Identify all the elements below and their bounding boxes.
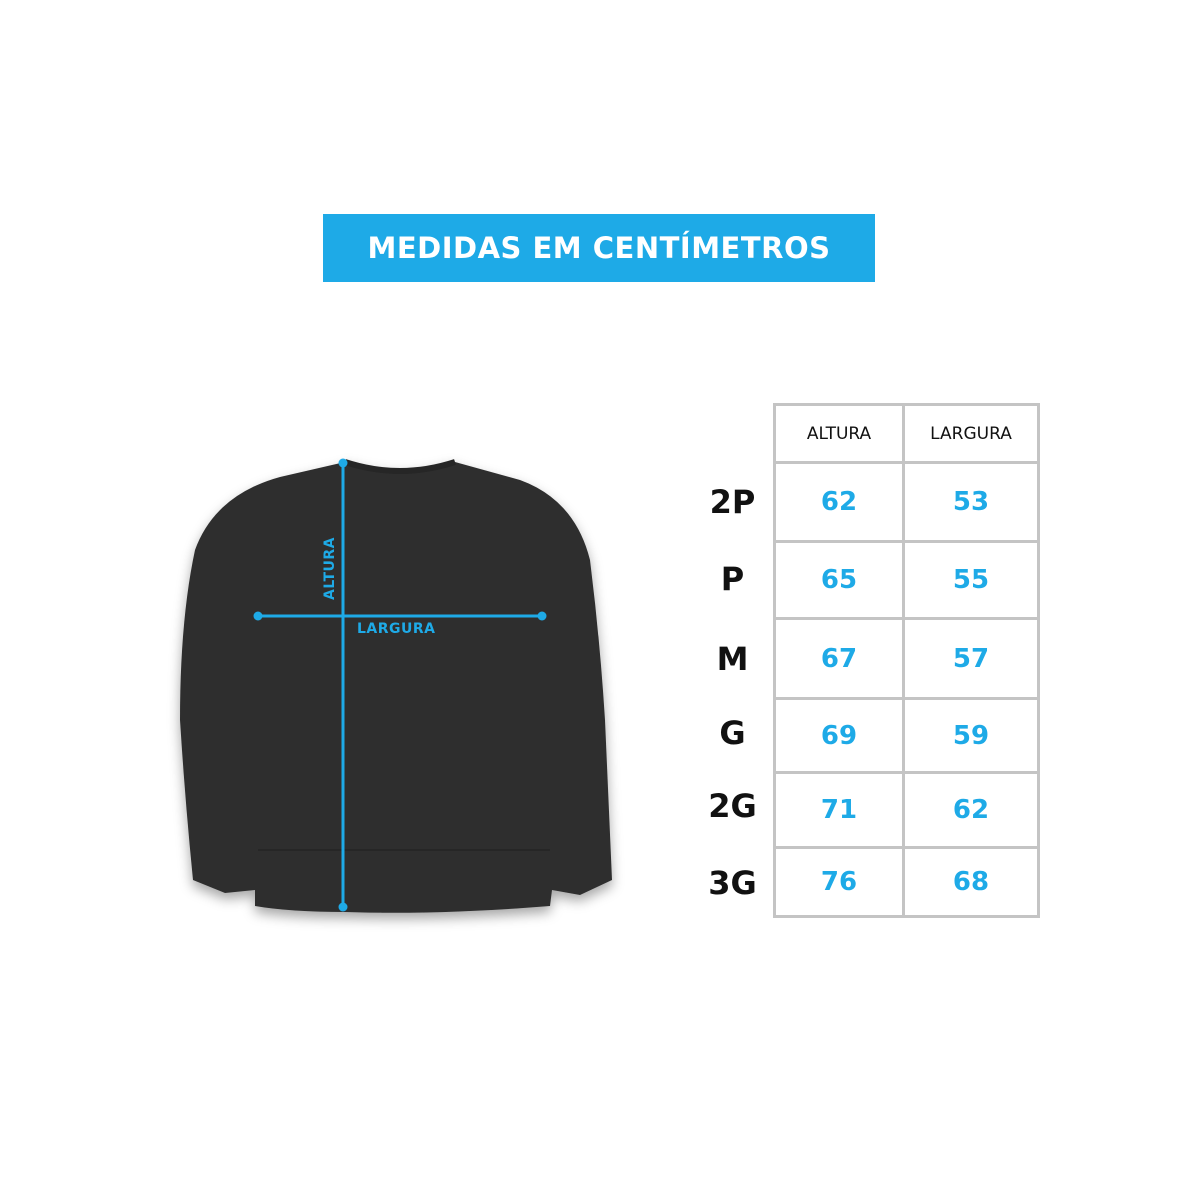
altura-cell: 76 [773, 846, 905, 918]
largura-cell: 62 [902, 771, 1040, 849]
size-label: P [720, 560, 745, 598]
altura-cell: 62 [773, 461, 905, 543]
largura-cell: 59 [902, 697, 1040, 774]
largura-cell: 55 [902, 540, 1040, 620]
size-label: G [719, 714, 746, 752]
sweater-collar [344, 459, 456, 474]
size-table: ALTURA LARGURA 62 53 65 55 67 57 69 59 71 62 … [773, 403, 1040, 918]
width-line-left-dot [253, 611, 263, 621]
sweater-shape [180, 459, 612, 913]
altura-cell: 65 [773, 540, 905, 620]
size-label: M [716, 640, 749, 678]
header-largura: LARGURA [902, 403, 1040, 464]
altura-cell: 71 [773, 771, 905, 849]
table-row: 71 62 [773, 771, 1040, 849]
table-header-row: ALTURA LARGURA [773, 403, 1040, 464]
units-banner: MEDIDAS EM CENTÍMETROS [323, 214, 875, 282]
sweater-body [180, 462, 612, 913]
table-row: 62 53 [773, 461, 1040, 543]
altura-cell: 67 [773, 617, 905, 700]
width-line-right-dot [537, 611, 547, 621]
largura-cell: 57 [902, 617, 1040, 700]
width-label: LARGURA [357, 621, 436, 637]
header-altura: ALTURA [773, 403, 905, 464]
largura-cell: 53 [902, 461, 1040, 543]
table-row: 69 59 [773, 697, 1040, 774]
height-line-bottom-dot [338, 902, 348, 912]
largura-cell: 68 [902, 846, 1040, 918]
height-line-top-dot [338, 458, 348, 468]
table-row: 67 57 [773, 617, 1040, 700]
size-label: 2P [709, 483, 756, 521]
table-row: 76 68 [773, 846, 1040, 918]
altura-cell: 69 [773, 697, 905, 774]
height-label: ALTURA [322, 537, 338, 600]
size-label: 3G [708, 864, 757, 902]
size-label: 2G [708, 787, 757, 825]
table-row: 65 55 [773, 540, 1040, 620]
